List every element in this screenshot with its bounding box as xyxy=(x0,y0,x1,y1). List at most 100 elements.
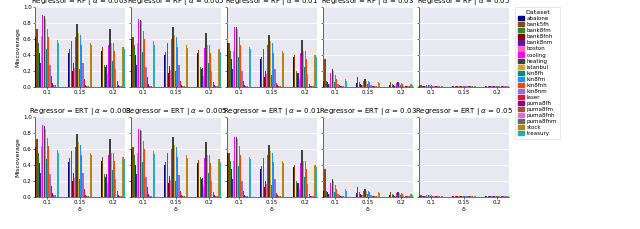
Bar xyxy=(175,181,176,197)
Bar xyxy=(212,82,214,87)
Bar xyxy=(342,196,343,197)
Bar xyxy=(137,43,138,87)
Bar xyxy=(426,195,428,197)
Bar xyxy=(154,45,155,87)
Bar xyxy=(278,86,279,87)
Bar xyxy=(202,68,203,87)
Bar xyxy=(431,85,432,87)
Bar xyxy=(197,163,198,197)
Title: Regressor = RF | $\alpha$ = 0.003: Regressor = RF | $\alpha$ = 0.003 xyxy=(31,0,129,7)
Bar xyxy=(430,196,431,197)
Bar xyxy=(238,166,239,197)
Bar xyxy=(457,86,458,87)
Bar xyxy=(472,196,474,197)
Bar xyxy=(241,71,243,87)
Bar xyxy=(271,75,272,87)
Bar xyxy=(147,187,148,197)
Bar xyxy=(260,169,261,197)
Bar xyxy=(203,186,204,197)
Bar xyxy=(201,69,202,87)
Bar xyxy=(485,86,486,87)
Bar xyxy=(456,86,457,87)
Bar xyxy=(198,160,200,197)
Bar xyxy=(437,196,438,197)
X-axis label: δ: δ xyxy=(366,207,370,212)
Bar xyxy=(395,196,396,197)
Bar xyxy=(503,196,504,197)
Title: Regressor = RF | $\alpha$ = 0.01: Regressor = RF | $\alpha$ = 0.01 xyxy=(225,0,319,7)
Bar xyxy=(79,69,80,87)
Bar xyxy=(508,196,509,197)
Bar xyxy=(399,193,400,197)
Bar xyxy=(40,173,41,197)
Bar xyxy=(42,15,44,87)
Bar xyxy=(358,82,360,87)
Bar xyxy=(122,47,124,87)
Bar xyxy=(240,155,241,197)
Bar xyxy=(419,86,420,87)
Bar xyxy=(44,16,45,87)
Bar xyxy=(314,165,316,197)
Bar xyxy=(138,19,140,87)
Bar xyxy=(374,86,375,87)
Bar xyxy=(468,86,470,87)
Bar xyxy=(120,196,121,197)
Bar xyxy=(437,86,438,87)
Bar xyxy=(122,157,124,197)
Bar xyxy=(154,154,155,197)
Bar xyxy=(273,163,275,197)
Bar xyxy=(453,196,454,197)
Bar xyxy=(135,165,136,197)
Bar xyxy=(489,86,490,87)
Bar xyxy=(86,86,87,87)
Bar xyxy=(105,177,106,197)
X-axis label: δ: δ xyxy=(78,207,82,212)
Bar xyxy=(168,183,169,197)
Bar xyxy=(234,137,236,197)
Bar xyxy=(243,191,244,197)
Bar xyxy=(433,86,435,87)
Bar xyxy=(52,193,53,197)
Bar xyxy=(164,55,165,87)
Bar xyxy=(56,150,58,197)
Bar xyxy=(438,196,439,197)
Bar xyxy=(80,145,81,197)
Bar xyxy=(308,84,310,87)
Bar xyxy=(303,161,304,197)
Bar xyxy=(390,192,392,197)
Bar xyxy=(101,51,102,87)
Bar xyxy=(374,196,375,197)
Bar xyxy=(58,153,59,197)
Bar xyxy=(357,187,358,197)
Bar xyxy=(407,86,408,87)
Bar xyxy=(210,163,211,197)
Bar xyxy=(142,52,143,87)
Bar xyxy=(58,43,59,87)
Bar xyxy=(361,85,362,87)
Bar xyxy=(323,81,324,87)
Bar xyxy=(51,76,52,87)
Bar xyxy=(250,159,251,197)
Bar xyxy=(197,53,198,87)
Bar xyxy=(164,165,165,197)
Bar xyxy=(454,86,456,87)
Bar xyxy=(114,51,115,87)
Bar xyxy=(304,177,305,197)
Bar xyxy=(360,84,361,87)
Bar xyxy=(493,86,495,87)
Bar xyxy=(334,82,335,87)
Bar xyxy=(116,191,118,197)
Bar xyxy=(73,63,74,87)
Bar xyxy=(435,196,436,197)
Bar xyxy=(109,139,111,197)
Bar xyxy=(111,153,112,197)
Bar xyxy=(301,40,303,87)
Bar xyxy=(260,59,261,87)
Bar xyxy=(177,157,179,197)
Title: Regressor = RF | $\alpha$ = 0.005: Regressor = RF | $\alpha$ = 0.005 xyxy=(127,0,225,7)
Bar xyxy=(73,173,74,197)
Bar xyxy=(503,86,504,87)
Bar xyxy=(114,161,115,197)
Bar xyxy=(464,86,465,87)
Bar xyxy=(499,196,500,197)
